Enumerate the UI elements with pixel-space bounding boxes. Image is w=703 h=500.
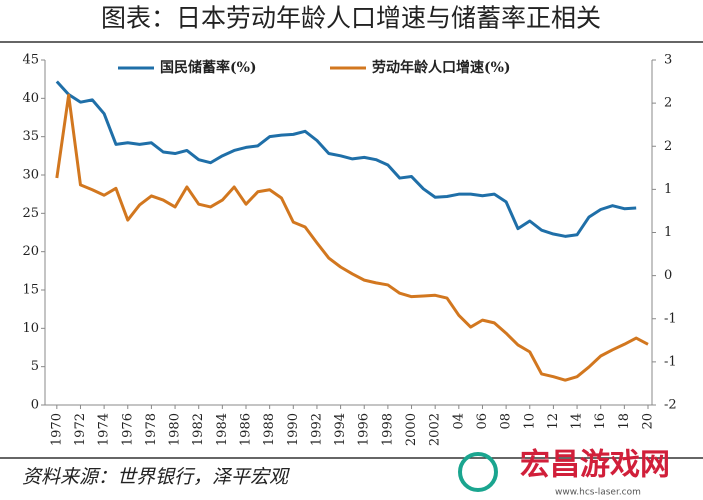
- x-tick-label: 2002: [428, 413, 443, 446]
- y2-tick-label: -2: [664, 398, 677, 413]
- x-tick-label: 1974: [97, 413, 112, 446]
- y2-tick-label: -1: [664, 354, 677, 369]
- x-tick-label: 1988: [262, 413, 277, 446]
- y2-tick-label: 1: [664, 182, 672, 197]
- x-tick-label: 10: [522, 413, 537, 430]
- y2-tick-label: -1: [664, 311, 677, 326]
- y-tick-label: 25: [22, 206, 39, 221]
- x-tick-label: 1978: [144, 413, 159, 446]
- x-tick-label: 08: [499, 413, 514, 430]
- y-tick-label: 5: [31, 359, 39, 374]
- y2-tick-label: 2: [664, 139, 672, 154]
- x-tick-label: 1980: [168, 413, 183, 446]
- x-tick-label: 1990: [286, 413, 301, 446]
- y2-tick-label: 3: [664, 53, 672, 68]
- x-tick-label: 2000: [404, 413, 419, 446]
- x-tick-label: 20: [641, 413, 656, 430]
- y-tick-label: 10: [22, 321, 39, 336]
- x-tick-label: 18: [617, 413, 632, 430]
- x-tick-label: 1972: [73, 413, 88, 446]
- x-tick-label: 16: [593, 413, 608, 430]
- x-tick-label: 1994: [333, 413, 348, 446]
- y-tick-label: 45: [22, 53, 39, 68]
- y-tick-label: 35: [22, 129, 39, 144]
- y2-tick-label: 0: [664, 268, 672, 283]
- x-tick-label: 1970: [49, 413, 64, 446]
- x-tick-label: 12: [546, 413, 561, 430]
- y-tick-label: 30: [22, 168, 39, 183]
- x-tick-label: 14: [570, 413, 585, 430]
- y2-tick-label: 1: [664, 225, 672, 240]
- y-tick-label: 15: [22, 283, 39, 298]
- y-tick-label: 20: [22, 244, 39, 259]
- x-tick-label: 04: [451, 413, 466, 430]
- x-tick-label: 1998: [380, 413, 395, 446]
- x-tick-label: 1992: [309, 413, 324, 446]
- x-tick-label: 1996: [357, 413, 372, 446]
- x-tick-label: 1982: [191, 413, 206, 446]
- chart-title: 图表：日本劳动年龄人口增速与储蓄率正相关: [101, 4, 601, 33]
- watermark-url: www.hcs-laser.com: [555, 488, 641, 498]
- watermark-logo: [458, 452, 498, 492]
- watermark: 宏昌游戏网: [520, 448, 670, 483]
- x-tick-label: 06: [475, 413, 490, 430]
- series-line: [55, 93, 649, 382]
- x-tick-label: 1976: [120, 413, 135, 446]
- series-line: [55, 80, 637, 238]
- legend-label: 国民储蓄率(%): [160, 59, 257, 76]
- y-tick-label: 40: [22, 91, 39, 106]
- x-tick-label: 1984: [215, 413, 230, 446]
- x-tick-label: 1986: [239, 413, 254, 446]
- y2-tick-label: 2: [664, 96, 672, 111]
- source: 资料来源：世界银行，泽平宏观: [22, 466, 290, 488]
- legend-label: 劳动年龄人口增速(%): [372, 59, 511, 76]
- y-tick-label: 0: [31, 398, 39, 413]
